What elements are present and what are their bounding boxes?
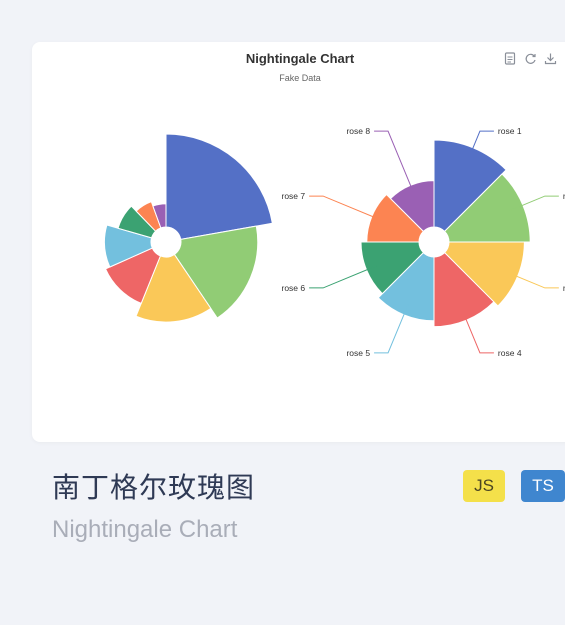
slice-label: rose 1 — [498, 126, 522, 136]
label-line-rose-1 — [466, 130, 494, 163]
slice-label: rose 5 — [346, 348, 370, 358]
rose-sector-rose-4[interactable] — [105, 247, 161, 304]
rose-sector-rose-6[interactable] — [360, 241, 424, 295]
rose-sector-rose-4[interactable] — [433, 252, 495, 328]
chart-title-chinese: 南丁格尔玫瑰图 — [52, 471, 256, 504]
nightingale-chart: Nightingale Chart Fake Data rose 1 rose 2… — [104, 51, 565, 358]
js-badge[interactable]: JS — [463, 470, 505, 502]
slice-label: rose 6 — [282, 283, 306, 293]
slice-label: rose 7 — [282, 191, 306, 201]
chart-subtitle: Fake Data — [279, 73, 321, 83]
rose-sector-rose-3[interactable] — [444, 241, 525, 307]
rose-sector-rose-7[interactable] — [366, 193, 424, 243]
label-line-rose-6 — [309, 265, 377, 289]
ts-badge[interactable]: TS — [521, 470, 565, 502]
data-view-icon[interactable] — [503, 51, 517, 65]
rose-sector-rose-2[interactable] — [173, 225, 259, 319]
restore-icon[interactable] — [523, 51, 537, 65]
rose-series-radius — [104, 133, 273, 323]
chart-title-english: Nightingale Chart — [52, 516, 238, 543]
rose-series-area: rose 1 rose 2 rose 3 rose 4 rose 5 rose 6 rose… — [282, 126, 565, 358]
rose-sector-rose-1[interactable] — [433, 139, 507, 232]
chart-card[interactable]: Nightingale Chart Fake Data rose 1 rose 2… — [32, 42, 565, 442]
slice-label: rose 4 — [498, 348, 522, 358]
rose-sector-rose-1[interactable] — [165, 133, 273, 240]
label-line-rose-3 — [504, 270, 559, 289]
slice-label: rose 3 — [563, 283, 565, 293]
label-line-rose-2 — [509, 195, 559, 212]
rose-sector-rose-5[interactable] — [377, 252, 435, 322]
rose-sector-rose-5[interactable] — [104, 224, 153, 268]
chart-toolbox — [503, 51, 557, 65]
rose-sector-rose-8[interactable] — [390, 180, 435, 232]
slice-label: rose 8 — [346, 126, 370, 136]
slice-label: rose 2 — [563, 191, 565, 201]
label-line-rose-4 — [461, 308, 494, 354]
rose-sector-rose-3[interactable] — [135, 253, 212, 323]
save-image-icon[interactable] — [543, 51, 557, 65]
rose-sector-rose-2[interactable] — [444, 173, 531, 243]
label-line-rose-7 — [309, 195, 382, 221]
label-line-rose-8 — [374, 130, 415, 194]
chart-title: Nightingale Chart — [246, 51, 355, 66]
label-line-rose-5 — [374, 303, 409, 354]
rose-sector-rose-8[interactable] — [152, 203, 167, 229]
